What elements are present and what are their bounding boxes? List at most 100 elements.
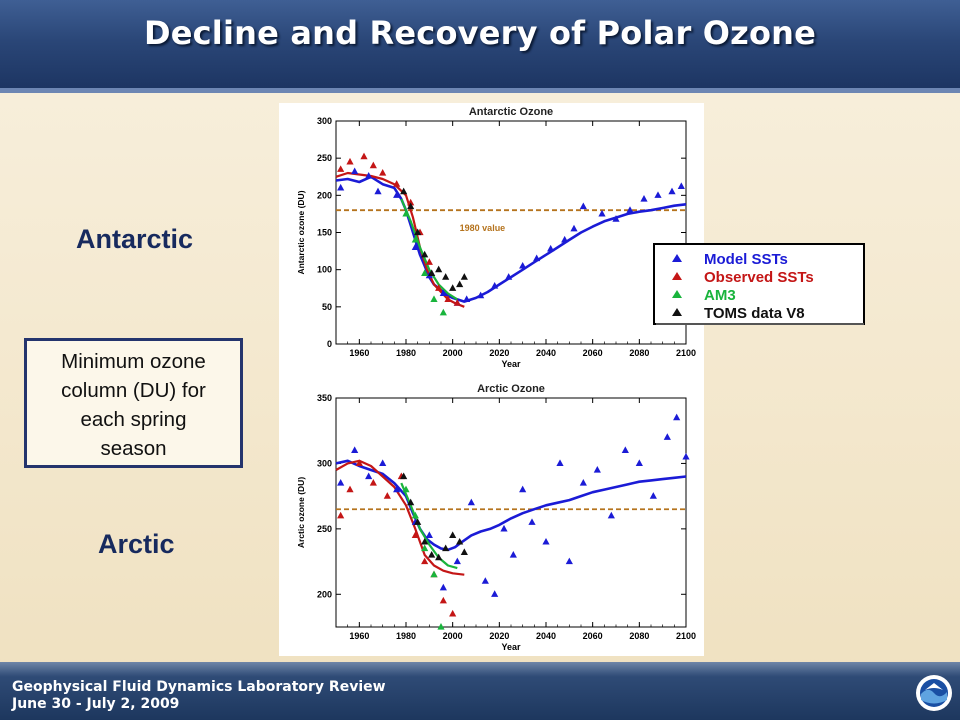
model-point [579, 202, 587, 210]
am3-line [400, 198, 458, 301]
caption-text: Minimum ozone column (DU) for each sprin… [27, 347, 240, 463]
observed-point [369, 479, 377, 486]
y-axis-label: Arctic ozone (DU) [296, 477, 306, 548]
am3-point [421, 544, 429, 552]
model-point [673, 413, 681, 421]
chart-panel-1: Arctic Ozone 1960 1980 2000 2020 2040 2060 2080… [296, 383, 696, 652]
x-tick-label: 1980 [396, 631, 416, 641]
am3-point [430, 570, 438, 578]
page-title: Decline and Recovery of Polar Ozone [143, 14, 817, 52]
observed-point [449, 609, 457, 617]
x-axis-label: Year [501, 359, 521, 369]
model-point [565, 557, 573, 565]
toms-point [407, 498, 415, 506]
observed-point [435, 284, 443, 291]
model-point [439, 289, 447, 297]
y-tick-label: 300 [317, 458, 332, 468]
toms-point [442, 273, 450, 280]
observed-point [393, 180, 401, 187]
model-point [365, 172, 373, 179]
toms-point [428, 551, 436, 558]
toms-point [414, 228, 422, 236]
observed-point [383, 492, 391, 499]
header-divider [0, 88, 960, 93]
model-point [542, 537, 550, 545]
y-tick-label: 350 [317, 393, 332, 403]
model-point [621, 446, 629, 453]
model-point [491, 282, 499, 289]
x-tick-label: 1960 [349, 631, 369, 641]
observed-point [407, 198, 415, 206]
model-point [467, 498, 475, 506]
x-tick-label: 2040 [536, 348, 556, 358]
footer-event-title: Geophysical Fluid Dynamics Laboratory Re… [12, 679, 386, 695]
model-point [351, 167, 359, 175]
x-tick-label: 2020 [489, 348, 509, 358]
x-tick-label: 2080 [629, 631, 649, 641]
footer-event-dates: June 30 - July 2, 2009 [12, 696, 180, 712]
am3-point [437, 623, 445, 630]
model-point [477, 291, 485, 299]
am3-point [411, 235, 419, 243]
model-point [351, 446, 359, 453]
model-point [598, 209, 606, 217]
model-point [593, 465, 601, 473]
legend-label: Model SSTs [704, 251, 788, 268]
observed-point [369, 161, 377, 169]
model-point [379, 459, 387, 467]
model-point [337, 183, 345, 191]
observed-point [337, 165, 345, 172]
toms-point [456, 280, 464, 288]
footer-bar [0, 662, 960, 720]
model-point [491, 590, 499, 597]
toms-point [456, 537, 464, 545]
x-tick-label: 2060 [583, 348, 603, 358]
header-bar [0, 0, 960, 92]
model-point [519, 485, 527, 493]
model-point [393, 485, 401, 493]
legend-marker [672, 308, 682, 316]
observed-point [346, 485, 354, 493]
observed-point [421, 557, 429, 565]
x-tick-label: 1980 [396, 348, 416, 358]
y-tick-label: 250 [317, 524, 332, 534]
am3-point [402, 209, 410, 217]
reference-label: 1980 value [460, 223, 506, 233]
x-tick-label: 2000 [443, 631, 463, 641]
model-point [626, 206, 634, 213]
model-point [668, 187, 676, 195]
toms-point [414, 518, 422, 525]
model-point [425, 531, 433, 538]
chart-title: Arctic Ozone [477, 383, 545, 395]
am3-point [430, 295, 438, 302]
model-point [682, 452, 690, 460]
model-point [677, 182, 685, 190]
y-tick-label: 250 [317, 153, 332, 163]
caption-box: Minimum ozone column (DU) for each sprin… [24, 338, 243, 468]
am3-point [421, 269, 429, 276]
toms-point [400, 187, 408, 195]
antarctic-label: Antarctic [76, 224, 194, 254]
observed-point [411, 531, 419, 538]
am3-point [402, 485, 410, 493]
observed-point [453, 299, 461, 306]
model-line [335, 459, 687, 552]
legend-marker [672, 290, 682, 298]
legend-marker [672, 272, 682, 280]
legend-box [653, 243, 865, 325]
model-point [519, 261, 527, 269]
observed-point [346, 157, 354, 165]
model-point [635, 459, 643, 467]
model-point [337, 479, 345, 486]
y-tick-label: 200 [317, 589, 332, 599]
y-tick-label: 300 [317, 116, 332, 126]
am3-line [400, 482, 458, 570]
observed-point [337, 511, 345, 519]
model-point [612, 215, 620, 222]
legend-label: AM3 [704, 287, 736, 304]
y-tick-label: 100 [317, 265, 332, 275]
legend-label: TOMS data V8 [704, 305, 805, 322]
x-tick-label: 2060 [583, 631, 603, 641]
